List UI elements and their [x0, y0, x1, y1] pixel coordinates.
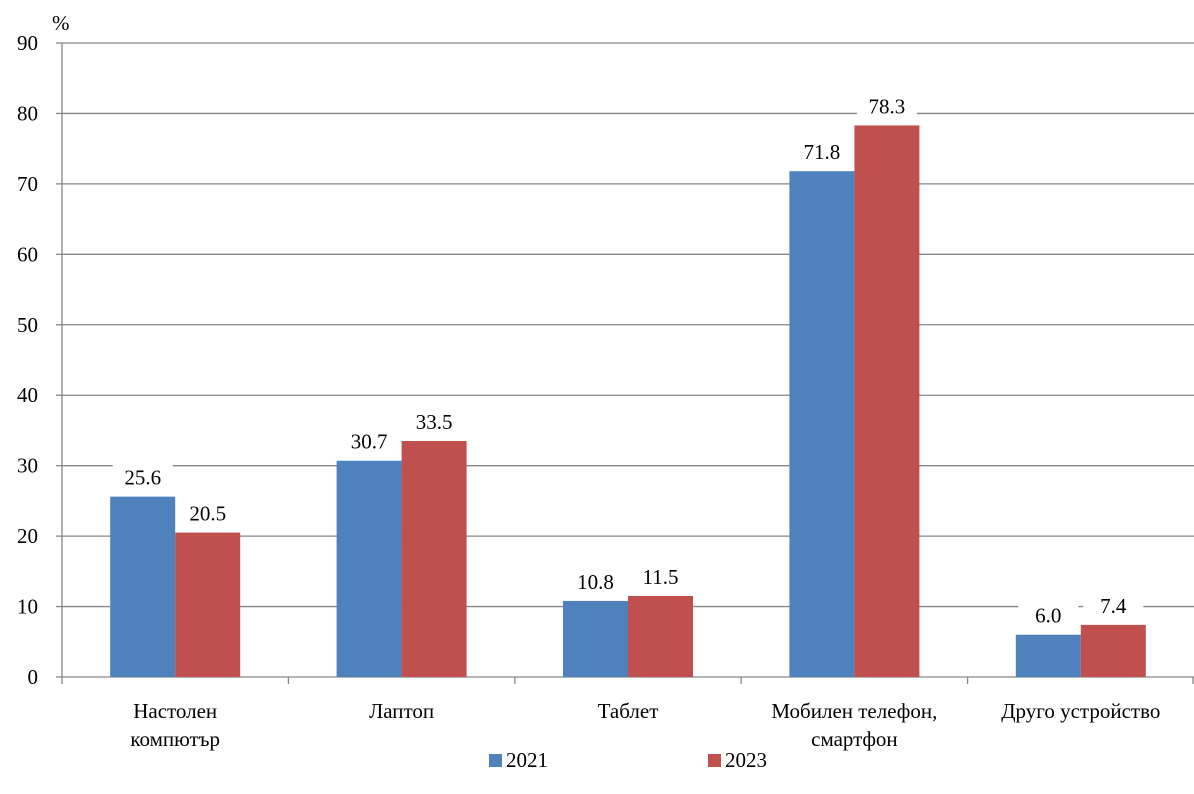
- data-label: 30.7: [351, 430, 388, 454]
- x-category-label: Мобилен телефон, смартфон: [771, 699, 937, 751]
- data-label: 71.8: [804, 140, 841, 164]
- bar-2023: [854, 125, 920, 678]
- data-label-background: [112, 461, 173, 490]
- data-label-background: [791, 136, 852, 165]
- gridlines: [62, 42, 1194, 608]
- y-tick-label: 20: [17, 524, 38, 548]
- data-label-background: [856, 90, 917, 119]
- y-tick-label: 80: [17, 101, 38, 125]
- bar-2021: [336, 460, 402, 677]
- data-label-background: [630, 560, 691, 589]
- legend-swatch-2021: [489, 754, 502, 767]
- data-label: 11.5: [643, 565, 679, 589]
- data-labels: 25.6 30.7 10.8 71.8 6.0 20.5 33.5 11.5 78.3 7.4: [112, 90, 1144, 628]
- x-category-label: Таблет: [598, 699, 659, 723]
- bar-2021: [563, 600, 628, 677]
- bar-2021: [110, 496, 176, 677]
- axes: 0 10 20 30 40 50 60 70 80 90% Настолен компютър Лапт…: [17, 11, 1194, 751]
- legend-swatch-2023: [708, 754, 721, 767]
- data-label-background: [1018, 599, 1079, 628]
- bars: [110, 125, 1146, 678]
- data-label-background: [177, 497, 238, 526]
- data-label-background: [565, 565, 626, 594]
- data-label: 25.6: [124, 466, 161, 490]
- x-category-label: Друго устройство: [1001, 699, 1160, 723]
- data-label: 10.8: [577, 570, 614, 594]
- data-label: 20.5: [189, 502, 226, 526]
- data-label-background: [339, 425, 400, 454]
- y-tick-label: 60: [17, 242, 38, 266]
- data-label: 7.4: [1100, 594, 1127, 618]
- data-label: 6.0: [1035, 604, 1061, 628]
- legend: 2021 2023: [489, 748, 767, 772]
- legend-label-2021: 2021: [506, 748, 548, 772]
- bar-2021: [1015, 634, 1081, 677]
- bar-2023: [1080, 624, 1146, 677]
- y-tick-label: 30: [17, 454, 38, 478]
- x-category-label: Лаптоп: [369, 699, 434, 723]
- y-tick-label: 50: [17, 313, 38, 337]
- y-tick-label: 40: [17, 383, 38, 407]
- y-tick-label: 70: [17, 172, 38, 196]
- bar-2023: [401, 441, 467, 677]
- bar-2021: [789, 171, 855, 677]
- x-category-label: Настолен компютър: [130, 699, 220, 751]
- data-label: 33.5: [416, 410, 453, 434]
- data-label-background: [1083, 589, 1144, 618]
- y-tick-label: 90: [17, 31, 38, 55]
- data-label-background: [404, 406, 465, 435]
- bar-2023: [175, 532, 241, 677]
- y-tick-label: 10: [17, 595, 38, 619]
- bar-2023: [628, 595, 693, 677]
- y-unit-label: %: [52, 11, 70, 35]
- y-tick-label: 0: [28, 665, 39, 689]
- data-label: 78.3: [869, 94, 906, 118]
- legend-label-2023: 2023: [725, 748, 767, 772]
